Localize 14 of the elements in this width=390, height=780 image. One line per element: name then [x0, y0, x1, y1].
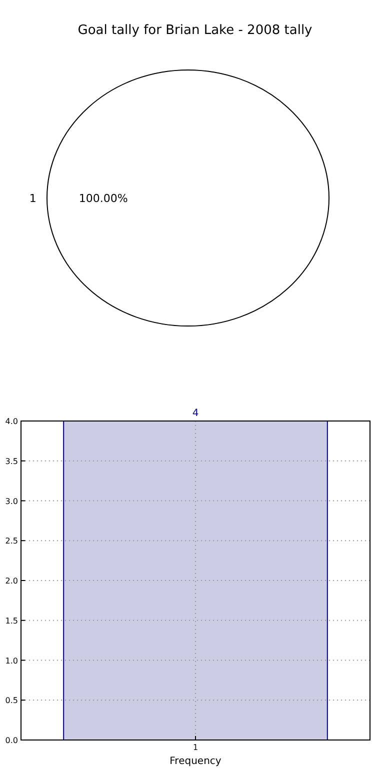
y-tick-label: 2.0	[5, 576, 18, 586]
y-tick-label: 1.5	[5, 616, 18, 626]
chart-title: Goal tally for Brian Lake - 2008 tally	[78, 23, 313, 38]
y-tick-label: 3.5	[5, 456, 18, 466]
y-tick-label: 0.5	[5, 696, 18, 706]
y-tick-label: 2.5	[5, 536, 18, 546]
y-tick-label: 0.0	[5, 736, 18, 745]
data-label: 4	[192, 408, 199, 419]
y-tick-label: 1.0	[5, 656, 18, 666]
x-axis-title: Frequency	[170, 756, 222, 767]
y-tick-label: 3.0	[5, 496, 18, 506]
y-tick-label: 4.0	[5, 417, 18, 426]
data-label: 100.00%	[78, 192, 128, 205]
slice-label: 1	[29, 192, 36, 205]
